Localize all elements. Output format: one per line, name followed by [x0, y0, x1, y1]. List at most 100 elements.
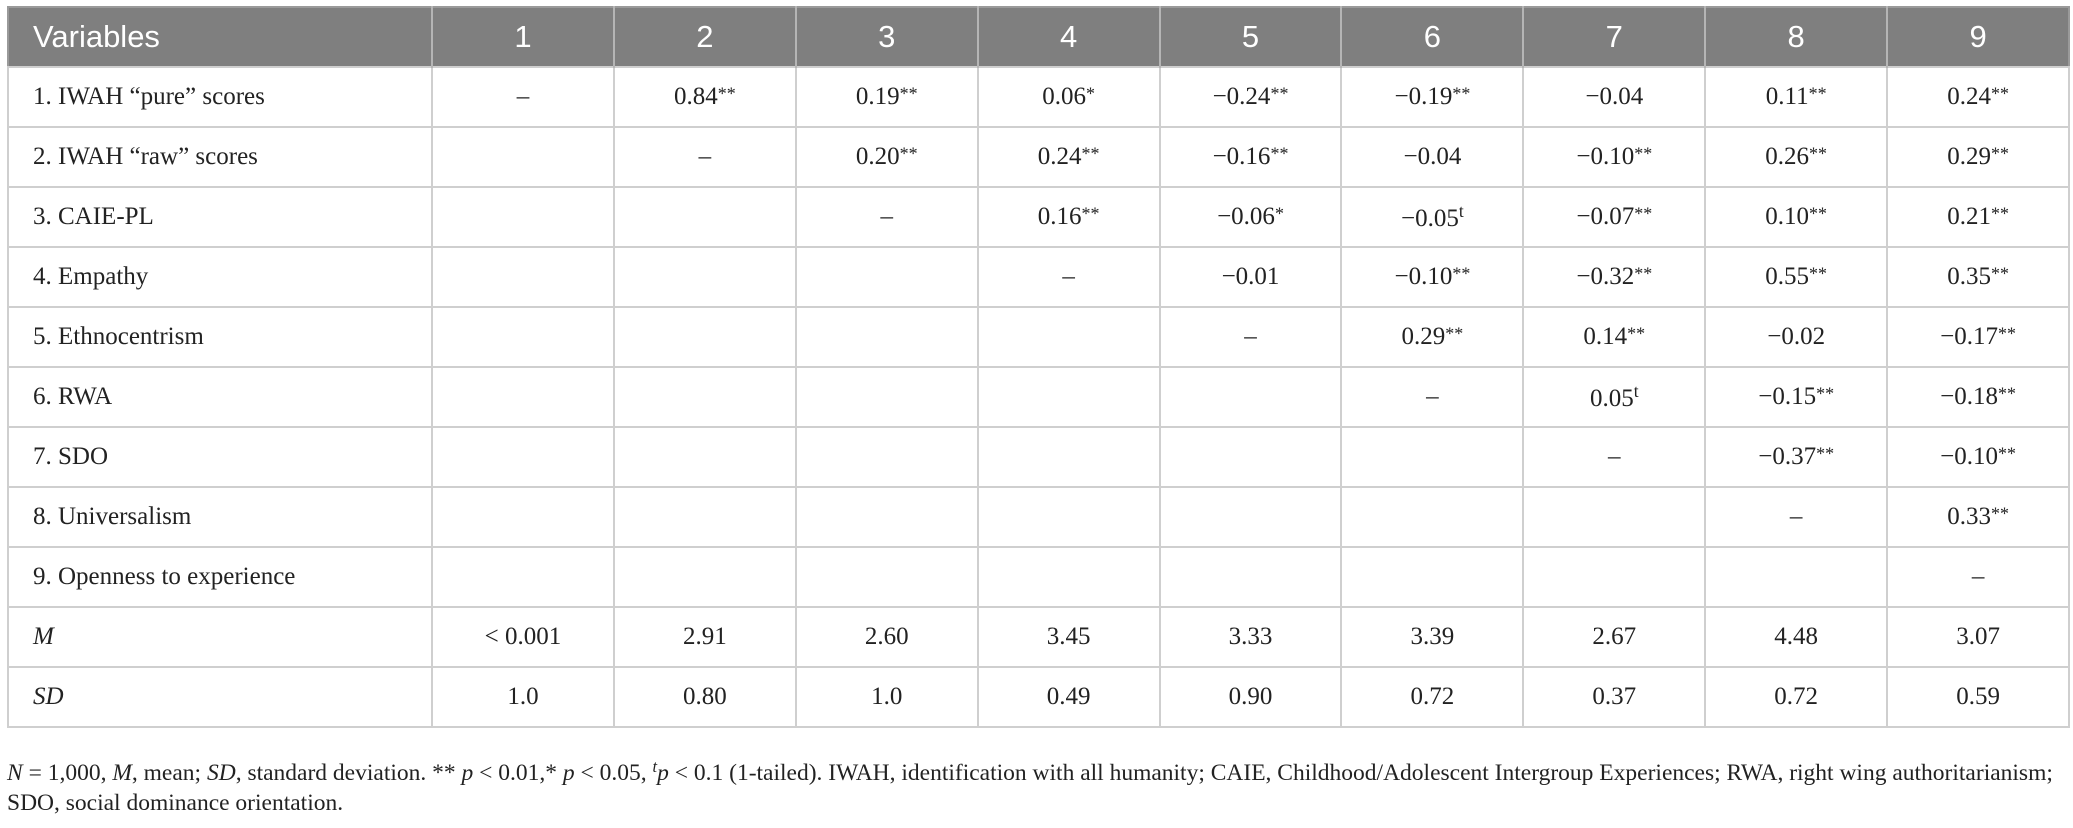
- note-text: < 0.05,: [574, 760, 653, 787]
- table-note: N = 1,000, M, mean; SD, standard deviati…: [7, 752, 2073, 818]
- cell-value: 0.24: [1947, 83, 1991, 110]
- value-cell: 0.20**: [794, 126, 979, 188]
- value-cell: < 0.001: [431, 606, 615, 668]
- cell-value: −0.19: [1394, 83, 1453, 110]
- empty-cell: [1704, 546, 1889, 608]
- table-row: 1. IWAH “pure” scores –0.84** 0.19** 0.06* −…: [7, 66, 2071, 128]
- significance: **: [1816, 443, 1835, 464]
- value-cell: −0.18**: [1886, 366, 2071, 428]
- table-row: 5. Ethnocentrism –0.29** 0.14** −0.02 −0.17*…: [7, 306, 2071, 368]
- value-cell: 2.91: [612, 606, 797, 668]
- empty-cell: [612, 366, 797, 428]
- header-row: Variables 1 2 3 4 5 6 7 8 9: [8, 7, 2070, 67]
- cell-value: 0.20: [855, 143, 900, 170]
- row-label: 8. Universalism: [7, 486, 433, 548]
- table-row: 4. Empathy – −0.01 −0.10** −0.32** 0.55** 0.35…: [7, 246, 2071, 308]
- header-cell: 4: [976, 7, 1160, 67]
- empty-cell: [976, 306, 1161, 368]
- significance: **: [1809, 203, 1828, 224]
- value-cell: 0.29**: [1886, 126, 2071, 188]
- empty-cell: [1158, 366, 1343, 428]
- row-label: 1. IWAH “pure” scores: [7, 66, 433, 128]
- cell-value: −0.10: [1576, 143, 1635, 170]
- value-cell: 0.14**: [1522, 306, 1707, 368]
- significance: **: [1445, 323, 1464, 344]
- value-cell: 0.72: [1340, 666, 1525, 728]
- empty-cell: [431, 366, 615, 428]
- cell-value: 0.35: [1947, 263, 1991, 290]
- note-text: < 0.1 (1-tailed). IWAH, identification w…: [7, 760, 2053, 817]
- empty-cell: [976, 546, 1161, 608]
- empty-cell: [612, 306, 797, 368]
- value-cell: −0.04: [1522, 66, 1707, 128]
- value-cell: 3.39: [1340, 606, 1525, 668]
- cell-value: −0.17: [1940, 323, 1998, 350]
- significance: **: [1634, 203, 1653, 224]
- significance: **: [1452, 83, 1471, 104]
- value-cell: 3.07: [1886, 606, 2071, 668]
- table-wrap: Variables 1 2 3 4 5 6 7 8 9 1. IWAH “pure” scores…: [7, 6, 2071, 728]
- empty-cell: [794, 306, 979, 368]
- empty-cell: [794, 486, 979, 548]
- significance: **: [1081, 203, 1100, 224]
- row-label: 2. IWAH “raw” scores: [7, 126, 433, 188]
- cell-value: −0.16: [1212, 143, 1271, 170]
- table-row: 6. RWA –0.05t −0.15** −0.18**: [7, 366, 2071, 428]
- cell-value: 0.33: [1947, 503, 1991, 530]
- empty-cell: [431, 186, 615, 248]
- value-cell: 3.33: [1158, 606, 1343, 668]
- value-cell: –: [1158, 306, 1343, 368]
- value-cell: 0.11**: [1704, 66, 1889, 128]
- cell-value: −0.05: [1401, 204, 1459, 232]
- significance: **: [717, 83, 736, 104]
- row-label: 5. Ethnocentrism: [7, 306, 433, 368]
- cell-value: 0.21: [1947, 203, 1991, 230]
- note-text: N: [7, 760, 23, 787]
- significance: **: [1816, 383, 1835, 404]
- value-cell: 0.37: [1522, 666, 1707, 728]
- table-row: SD 1.0 0.80 1.0 0.49 0.90 0.72 0.37 0.72 0.59: [7, 666, 2071, 728]
- value-cell: 0.06*: [976, 66, 1161, 128]
- cell-value: −0.24: [1212, 83, 1271, 110]
- value-cell: 0.72: [1704, 666, 1889, 728]
- correlation-table: Variables 1 2 3 4 5 6 7 8 9 1. IWAH “pure” scores…: [7, 6, 2071, 728]
- value-cell: –: [431, 66, 615, 128]
- cell-value: 0.06: [1042, 83, 1086, 110]
- value-cell: −0.07**: [1522, 186, 1707, 248]
- cell-value: 0.84: [673, 83, 718, 110]
- empty-cell: [794, 426, 979, 488]
- value-cell: 3.45: [976, 606, 1161, 668]
- header-cell: Variables: [8, 7, 432, 67]
- empty-cell: [794, 366, 979, 428]
- empty-cell: [1522, 546, 1707, 608]
- empty-cell: [794, 246, 979, 308]
- value-cell: −0.05t: [1340, 186, 1525, 248]
- empty-cell: [431, 486, 615, 548]
- note-text: SD: [206, 760, 236, 787]
- value-cell: –: [976, 246, 1161, 308]
- table-row: 8. Universalism –0.33**: [7, 486, 2071, 548]
- value-cell: 0.19**: [794, 66, 979, 128]
- value-cell: 0.49: [976, 666, 1161, 728]
- significance: **: [1990, 83, 2009, 104]
- value-cell: –: [794, 186, 979, 248]
- cell-value: −0.06: [1217, 203, 1275, 230]
- cell-value: −0.10: [1394, 263, 1453, 290]
- significance: *: [1274, 203, 1284, 224]
- value-cell: 0.33**: [1886, 486, 2071, 548]
- empty-cell: [1158, 546, 1343, 608]
- value-cell: −0.17**: [1886, 306, 2071, 368]
- significance: **: [1990, 203, 2009, 224]
- cell-value: −0.10: [1940, 443, 1998, 470]
- significance: **: [1270, 83, 1289, 104]
- cell-value: 0.26: [1765, 143, 1810, 170]
- significance: **: [1998, 443, 2016, 464]
- header-cell: 8: [1704, 7, 1888, 67]
- value-cell: –: [1522, 426, 1707, 488]
- value-cell: 0.29**: [1340, 306, 1525, 368]
- row-label: M: [7, 606, 433, 668]
- empty-cell: [612, 486, 797, 548]
- empty-cell: [612, 546, 797, 608]
- empty-cell: [1340, 546, 1525, 608]
- table-row: 3. CAIE-PL –0.16** −0.06* −0.05t −0.07** 0.10…: [7, 186, 2071, 248]
